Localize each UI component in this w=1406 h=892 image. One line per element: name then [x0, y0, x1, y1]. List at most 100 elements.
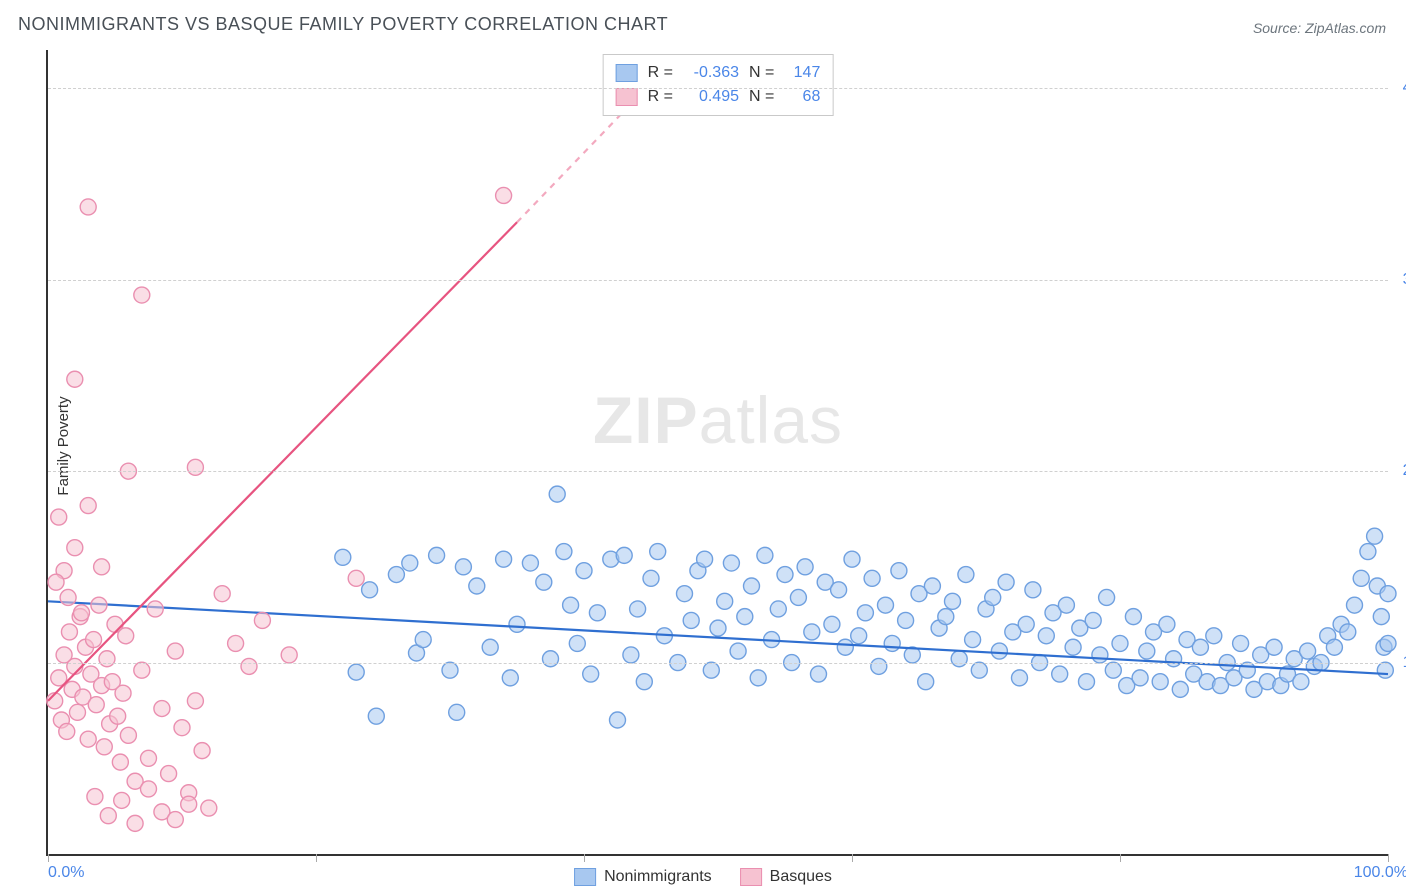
scatter-point-nonimmigrants: [1085, 612, 1101, 628]
scatter-point-basques: [86, 632, 102, 648]
scatter-point-nonimmigrants: [958, 567, 974, 583]
scatter-point-nonimmigrants: [703, 662, 719, 678]
scatter-point-nonimmigrants: [569, 635, 585, 651]
scatter-point-nonimmigrants: [1092, 647, 1108, 663]
scatter-point-basques: [194, 743, 210, 759]
scatter-point-nonimmigrants: [797, 559, 813, 575]
scatter-point-nonimmigrants: [1239, 662, 1255, 678]
legend-label-nonimmigrants: Nonimmigrants: [604, 868, 712, 886]
n-label: N =: [749, 61, 774, 85]
plot-region: ZIPatlas R = -0.363 N = 147 R = 0.495 N …: [46, 50, 1388, 856]
scatter-point-nonimmigrants: [496, 551, 512, 567]
scatter-point-nonimmigrants: [1373, 609, 1389, 625]
scatter-point-nonimmigrants: [864, 570, 880, 586]
y-tick-label: 10.0%: [1394, 654, 1406, 672]
scatter-point-nonimmigrants: [697, 551, 713, 567]
scatter-point-nonimmigrants: [442, 662, 458, 678]
scatter-point-nonimmigrants: [368, 708, 384, 724]
scatter-point-nonimmigrants: [1326, 639, 1342, 655]
scatter-point-nonimmigrants: [1052, 666, 1068, 682]
scatter-point-nonimmigrants: [576, 563, 592, 579]
scatter-point-nonimmigrants: [543, 651, 559, 667]
scatter-point-nonimmigrants: [710, 620, 726, 636]
scatter-point-nonimmigrants: [589, 605, 605, 621]
scatter-point-nonimmigrants: [549, 486, 565, 502]
trend-line-basques: [48, 222, 517, 701]
legend-swatch-nonimmigrants-icon: [574, 868, 596, 886]
scatter-point-basques: [67, 371, 83, 387]
scatter-point-nonimmigrants: [1152, 674, 1168, 690]
scatter-point-basques: [114, 792, 130, 808]
scatter-point-nonimmigrants: [898, 612, 914, 628]
scatter-svg: [48, 50, 1388, 854]
scatter-point-basques: [254, 612, 270, 628]
scatter-point-nonimmigrants: [1380, 586, 1396, 602]
scatter-point-nonimmigrants: [998, 574, 1014, 590]
legend-label-basques: Basques: [770, 868, 832, 886]
scatter-point-nonimmigrants: [723, 555, 739, 571]
scatter-point-basques: [80, 498, 96, 514]
scatter-point-nonimmigrants: [1233, 635, 1249, 651]
legend-swatch-basques-icon: [740, 868, 762, 886]
scatter-point-basques: [154, 701, 170, 717]
scatter-point-nonimmigrants: [730, 643, 746, 659]
scatter-point-nonimmigrants: [1172, 681, 1188, 697]
scatter-point-nonimmigrants: [871, 658, 887, 674]
scatter-point-nonimmigrants: [1125, 609, 1141, 625]
scatter-point-nonimmigrants: [770, 601, 786, 617]
scatter-point-basques: [281, 647, 297, 663]
scatter-point-nonimmigrants: [1038, 628, 1054, 644]
scatter-point-basques: [115, 685, 131, 701]
scatter-point-nonimmigrants: [1132, 670, 1148, 686]
scatter-point-nonimmigrants: [985, 589, 1001, 605]
scatter-point-nonimmigrants: [636, 674, 652, 690]
scatter-point-basques: [167, 812, 183, 828]
chart-area: ZIPatlas R = -0.363 N = 147 R = 0.495 N …: [46, 50, 1388, 856]
scatter-point-nonimmigrants: [616, 547, 632, 563]
scatter-point-nonimmigrants: [1018, 616, 1034, 632]
scatter-point-nonimmigrants: [1300, 643, 1316, 659]
scatter-point-nonimmigrants: [965, 632, 981, 648]
scatter-point-basques: [496, 187, 512, 203]
scatter-point-nonimmigrants: [650, 544, 666, 560]
source-attribution: Source: ZipAtlas.com: [1253, 20, 1386, 36]
scatter-point-nonimmigrants: [415, 632, 431, 648]
scatter-point-basques: [228, 635, 244, 651]
x-tick: [1388, 854, 1389, 862]
scatter-point-nonimmigrants: [509, 616, 525, 632]
x-tick: [852, 854, 853, 862]
scatter-point-basques: [112, 754, 128, 770]
scatter-point-basques: [141, 781, 157, 797]
scatter-point-basques: [167, 643, 183, 659]
scatter-point-nonimmigrants: [1192, 639, 1208, 655]
legend-item-basques: Basques: [740, 868, 832, 886]
scatter-point-nonimmigrants: [971, 662, 987, 678]
scatter-point-basques: [201, 800, 217, 816]
scatter-point-nonimmigrants: [522, 555, 538, 571]
x-max-label: 100.0%: [1354, 864, 1406, 882]
scatter-point-nonimmigrants: [1079, 674, 1095, 690]
scatter-point-nonimmigrants: [1360, 544, 1376, 560]
scatter-point-basques: [74, 605, 90, 621]
scatter-point-basques: [100, 808, 116, 824]
scatter-point-basques: [61, 624, 77, 640]
correlation-stats-box: R = -0.363 N = 147 R = 0.495 N = 68: [603, 54, 834, 116]
scatter-point-nonimmigrants: [630, 601, 646, 617]
scatter-point-basques: [120, 727, 136, 743]
scatter-point-nonimmigrants: [469, 578, 485, 594]
scatter-point-nonimmigrants: [991, 643, 1007, 659]
r-label: R =: [648, 61, 673, 85]
scatter-point-nonimmigrants: [717, 593, 733, 609]
scatter-point-nonimmigrants: [335, 549, 351, 565]
scatter-point-nonimmigrants: [1065, 639, 1081, 655]
scatter-point-nonimmigrants: [891, 563, 907, 579]
scatter-point-nonimmigrants: [348, 664, 364, 680]
scatter-point-nonimmigrants: [924, 578, 940, 594]
y-tick-label: 40.0%: [1394, 79, 1406, 97]
scatter-point-nonimmigrants: [851, 628, 867, 644]
scatter-point-basques: [88, 697, 104, 713]
scatter-point-nonimmigrants: [918, 674, 934, 690]
scatter-point-basques: [241, 658, 257, 674]
scatter-point-nonimmigrants: [744, 578, 760, 594]
x-tick: [48, 854, 49, 862]
